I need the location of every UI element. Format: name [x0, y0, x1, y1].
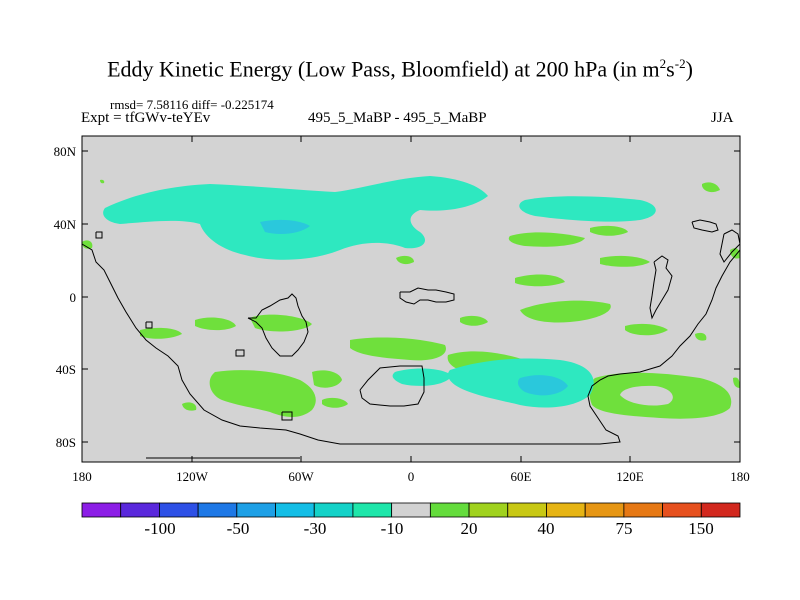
chart-title-mid: s: [666, 56, 675, 82]
colorbar-box: [81, 502, 122, 518]
colorbar: [81, 502, 741, 518]
region-s-pacific-1: [312, 370, 342, 388]
region-e-pacific: [140, 327, 182, 339]
y-tick-label-40s: 40S: [56, 362, 76, 377]
region-nh-storm-track: [103, 176, 488, 260]
colorbar-box: [507, 502, 547, 518]
region-asia-ne: [600, 255, 650, 267]
colorbar-box: [120, 502, 160, 518]
region-sw-edge: [82, 240, 93, 249]
region-indian-south: [392, 368, 452, 386]
coast-small-island-1: [235, 349, 245, 357]
coast-small-island-3: [281, 411, 293, 421]
colorbar-label-neg50: -50: [227, 519, 250, 538]
region-s-america-s: [322, 397, 348, 408]
region-pac-dot: [100, 179, 105, 184]
region-n-africa: [508, 232, 585, 247]
colorbar-label-neg30: -30: [304, 519, 327, 538]
region-se-edge: [733, 377, 740, 388]
coast-south-america: [81, 243, 741, 445]
colorbar-box: [352, 502, 393, 518]
region-w-africa: [460, 315, 488, 326]
colorbar-box: [429, 502, 470, 518]
colorbar-label-neg100: -100: [144, 519, 175, 538]
region-southern-ocean-core: [517, 375, 568, 396]
season-label: JJA: [711, 110, 734, 126]
negative-anomaly-regions: [103, 176, 656, 408]
y-tick-label-0: 0: [70, 290, 77, 305]
chart-title-main: Eddy Kinetic Energy (Low Pass, Bloomfiel…: [107, 56, 660, 82]
coast-asia-e: [691, 219, 719, 233]
colorbar-box: [623, 502, 663, 518]
colorbar-label-neg10: -10: [381, 519, 404, 538]
region-far-sw: [255, 392, 272, 401]
y-tick-label-40n: 40N: [54, 217, 77, 232]
region-ind-small: [695, 332, 707, 341]
region-w-pacific-eq: [520, 300, 611, 323]
y-tick-label-80n: 80N: [54, 144, 77, 159]
colorbar-label-75: 75: [616, 519, 633, 538]
coast-eq-africa: [399, 287, 455, 305]
coast-antarctic-inlet: [359, 365, 425, 407]
region-nh-west: [150, 193, 175, 205]
colorbar-box: [546, 502, 586, 518]
colorbar-box: [236, 502, 276, 518]
x-tick-label-0: 0: [408, 469, 415, 484]
colorbar-labels: -100 -50 -30 -10 20 40 75 150: [144, 519, 713, 538]
region-afr-small: [396, 255, 414, 265]
chart-title-close: ): [685, 56, 693, 82]
colorbar-box: [700, 502, 741, 518]
colorbar-box: [197, 502, 238, 518]
x-tick-label-60w: 60W: [288, 469, 314, 484]
y-tick-labels: 80N 40N 0 40S 80S: [54, 144, 77, 450]
x-tick-label-180e: 180: [730, 469, 750, 484]
x-tick-labels: 180 120W 60W 0 60E 120E 180: [72, 469, 750, 484]
y-tick-label-80s: 80S: [56, 435, 76, 450]
case-pair-label: 495_5_MaBP - 495_5_MaBP: [308, 110, 487, 126]
region-indian-eq: [625, 323, 668, 336]
colorbar-box: [159, 502, 199, 518]
region-tropical-sa: [250, 314, 312, 332]
colorbar-box: [391, 502, 431, 518]
colorbar-box: [468, 502, 509, 518]
coast-asia-se: [719, 229, 741, 263]
y-tick-marks: [82, 150, 740, 443]
coast-small-island-4: [95, 231, 103, 239]
stats-text: rmsd= 7.58116 diff= -0.225174: [110, 97, 274, 112]
region-mid-south-indian: [350, 337, 446, 361]
x-tick-label-120w: 120W: [176, 469, 209, 484]
region-ne-pacific: [730, 248, 740, 259]
colorbar-label-150: 150: [688, 519, 714, 538]
colorbar-box: [275, 502, 315, 518]
chart-title: Eddy Kinetic Energy (Low Pass, Bloomfiel…: [0, 56, 800, 82]
experiment-label: Expt = tfGWv-teYEv: [81, 110, 211, 126]
x-tick-label-120e: 120E: [616, 469, 644, 484]
colorbar-label-40: 40: [538, 519, 555, 538]
chart-title-exp2: -2: [674, 56, 686, 71]
region-atlantic-n: [590, 225, 628, 236]
coast-central-america: [247, 293, 309, 357]
region-se-pacific: [589, 372, 732, 419]
x-tick-label-180w: 180: [72, 469, 92, 484]
region-nh-track-east: [519, 196, 656, 222]
region-s-pac-small: [182, 402, 197, 411]
x-tick-marks: [81, 136, 741, 462]
colorbar-box: [584, 502, 625, 518]
coast-small-island-2: [145, 321, 153, 329]
coast-asia-ne: [649, 255, 673, 320]
coastlines: [81, 219, 741, 459]
colorbar-label-20: 20: [461, 519, 478, 538]
region-arctic-e: [702, 182, 720, 193]
colorbar-box: [313, 502, 354, 518]
region-sa-west: [195, 317, 236, 331]
chart-title-exp1: 2: [659, 56, 667, 71]
colorbar-box: [662, 502, 702, 518]
positive-anomaly-regions: [82, 179, 740, 419]
region-n-india: [515, 274, 565, 287]
region-nh-track-core: [260, 219, 310, 234]
x-tick-label-60e: 60E: [511, 469, 532, 484]
